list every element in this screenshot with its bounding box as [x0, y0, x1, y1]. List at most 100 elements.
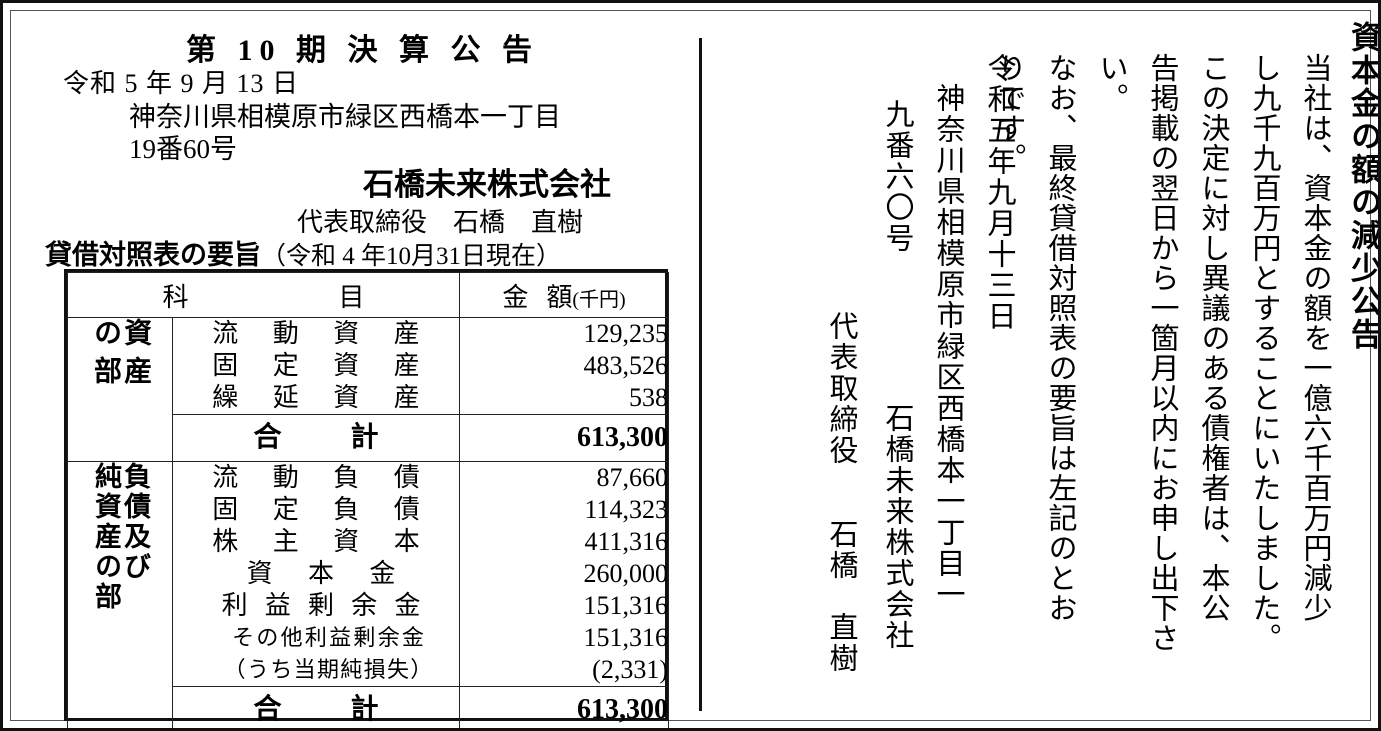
header-amount-b: 額 — [546, 282, 573, 312]
table-row: そ の 他 利 益 剰 余 金 151,316 — [68, 622, 669, 654]
item-amount: 411,316 — [459, 526, 669, 558]
item-label: 固 定 負 債 — [172, 494, 460, 526]
section-label-liabilities: 負債及び 純資産の部 — [67, 461, 173, 728]
item-char: 利 — [304, 625, 327, 650]
item-char: 益 — [264, 591, 291, 620]
notice-body-line-2: し九千九百万円とすることにいたしました。 — [1248, 53, 1280, 653]
item-char: 期 — [316, 657, 339, 682]
item-char: 産 — [393, 319, 420, 348]
section-label-assets-col2: の部 — [90, 318, 121, 394]
table-row: 固 定 資 産 483,526 — [68, 350, 669, 382]
table-row: 利 益 剰 余 金 151,316 — [68, 590, 669, 622]
item-char: 産 — [393, 383, 420, 412]
liabilities-total-label: 合 計 — [172, 686, 460, 728]
item-amount: 151,316 — [459, 622, 669, 654]
assets-total-label: 合 計 — [172, 414, 460, 462]
total-char-2: 計 — [350, 422, 379, 453]
item-char: 動 — [272, 463, 299, 492]
item-char: 利 — [221, 591, 248, 620]
notice-address-line2: 九番六〇号 — [881, 99, 913, 254]
item-char: 余 — [351, 591, 378, 620]
notice-body-line-5: い。 — [1095, 53, 1127, 113]
item-char: 本 — [393, 527, 420, 556]
item-label: そ の 他 利 益 剰 余 金 — [172, 622, 460, 654]
header-amount-a: 金 — [502, 282, 529, 312]
notice-body-line-1: 当社は、資本金の額を一億六千百万円減少 — [1299, 53, 1331, 623]
item-label: （ う ち 当 期 純 損 失 ） — [172, 654, 460, 687]
header-item-col: 科目 — [67, 272, 460, 318]
item-char: 資 — [246, 559, 273, 588]
total-char-1: 合 — [253, 422, 282, 453]
notice-body-line-7: りです。 — [993, 53, 1025, 173]
notice-rep-name: 石橋 直樹 — [825, 519, 857, 674]
item-char: 余 — [377, 625, 400, 650]
total-char-2: 計 — [350, 694, 379, 725]
item-char: ち — [270, 657, 293, 682]
notice-address-line1: 神奈川県相模原市緑区西橋本一丁目一 — [932, 83, 964, 610]
item-char: 失 — [386, 657, 409, 682]
item-char: 流 — [212, 319, 239, 348]
balance-sheet-asof: （令和 4 年10月31日現在） — [261, 243, 562, 270]
item-char: 資 — [333, 319, 360, 348]
table-header-row: 科目 金額(千円) — [67, 272, 669, 318]
item-char: 損 — [363, 657, 386, 682]
header-amount-unit: (千円) — [572, 288, 626, 311]
item-char: 純 — [340, 657, 363, 682]
item-char: 負 — [333, 463, 360, 492]
header-item-a: 科 — [162, 282, 189, 312]
item-amount: 87,660 — [459, 461, 669, 494]
item-label: 利 益 剰 余 金 — [172, 590, 460, 622]
item-char: そ — [232, 625, 255, 650]
table-row: 株 主 資 本 411,316 — [68, 526, 669, 558]
item-amount: 538 — [459, 382, 669, 415]
publication-date: 令和 5 年 9 月 13 日 — [63, 69, 300, 98]
item-label: 株 主 資 本 — [172, 526, 460, 558]
item-char: 繰 — [212, 383, 239, 412]
item-label: 流 動 資 産 — [172, 317, 460, 350]
notice-rep-title: 代表取締役 — [825, 311, 857, 466]
item-char: 資 — [333, 527, 360, 556]
table-row: 負債及び 純資産の部 流 動 負 債 87,660 — [67, 461, 669, 728]
item-char: 剰 — [353, 625, 376, 650]
item-char: 債 — [393, 495, 420, 524]
balance-sheet-panel: 第 10 期 決 算 公 告 令和 5 年 9 月 13 日 神奈川県相模原市緑… — [11, 11, 699, 728]
item-char: 流 — [212, 463, 239, 492]
item-char: ） — [410, 657, 433, 682]
table-row: 固 定 負 債 114,323 — [68, 494, 669, 526]
company-address-line2: 19番60号 — [129, 134, 237, 164]
balance-sheet-table: 科目 金額(千円) 資産 の部 — [64, 269, 669, 728]
item-char: 益 — [329, 625, 352, 650]
item-char: の — [256, 625, 279, 650]
item-amount: 114,323 — [459, 494, 669, 526]
table-row: （ う ち 当 期 純 損 失 ） (2,331) — [68, 654, 669, 687]
item-char: 金 — [369, 559, 396, 588]
item-char: 本 — [307, 559, 334, 588]
page-title: 第 10 期 決 算 公 告 — [186, 34, 539, 67]
notice-body-line-4: 告掲載の翌日から一箇月以内にお申し出下さ — [1146, 53, 1178, 653]
vertical-divider — [699, 38, 702, 711]
page-inner-frame: 第 10 期 決 算 公 告 令和 5 年 9 月 13 日 神奈川県相模原市緑… — [10, 10, 1378, 728]
item-amount: 260,000 — [459, 558, 669, 590]
company-address-line1: 神奈川県相模原市緑区西橋本一丁目 — [129, 102, 561, 132]
balance-sheet-heading-text: 貸借対照表の要旨 — [45, 240, 261, 270]
notice-company-name: 石橋未来株式会社 — [881, 403, 913, 651]
item-char: 当 — [293, 657, 316, 682]
item-char: 定 — [272, 351, 299, 380]
table-row: 資 本 金 260,000 — [68, 558, 669, 590]
item-char: 負 — [333, 495, 360, 524]
item-char: 主 — [272, 527, 299, 556]
capital-reduction-notice-panel: 資本金の額の減少公告 当社は、資本金の額を一億六千百万円減少 し九千九百万円とす… — [711, 11, 1378, 728]
item-char: 資 — [333, 383, 360, 412]
assets-total-amount: 613,300 — [459, 414, 669, 462]
notice-date: 令和五年九月十三日 — [983, 53, 1015, 332]
item-char: 株 — [212, 527, 239, 556]
balance-sheet-heading: 貸借対照表の要旨（令和 4 年10月31日現在） — [45, 233, 561, 272]
item-char: 固 — [212, 351, 239, 380]
section-label-liab-col2: 純資産の部 — [91, 462, 121, 612]
item-char: 産 — [393, 351, 420, 380]
section-label-liab-col1: 負債及び — [120, 462, 151, 582]
item-char: （ — [223, 657, 246, 682]
section-label-assets: 資産 の部 — [67, 317, 173, 462]
item-char: 延 — [272, 383, 299, 412]
